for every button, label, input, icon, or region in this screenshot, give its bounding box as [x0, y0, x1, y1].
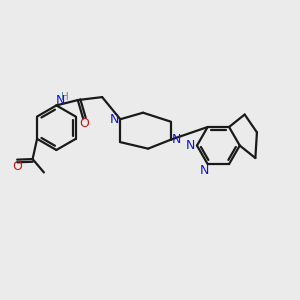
- Text: H: H: [61, 92, 69, 102]
- Text: N: N: [200, 164, 209, 177]
- Text: N: N: [56, 94, 65, 106]
- Text: N: N: [186, 139, 195, 152]
- Text: N: N: [172, 133, 181, 146]
- Text: N: N: [110, 113, 120, 126]
- Text: O: O: [12, 160, 22, 173]
- Text: O: O: [79, 117, 89, 130]
